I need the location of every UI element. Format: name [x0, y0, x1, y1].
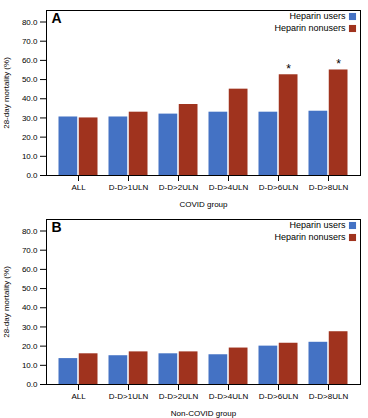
svg-text:30.0: 30.0 [22, 114, 38, 123]
svg-text:D-D>6ULN: D-D>6ULN [259, 183, 299, 192]
svg-text:50.0: 50.0 [22, 75, 38, 84]
svg-text:28-day mortality (%): 28-day mortality (%) [2, 266, 11, 338]
svg-text:20.0: 20.0 [22, 342, 38, 351]
svg-text:10.0: 10.0 [22, 361, 38, 370]
svg-text:ALL: ALL [71, 183, 86, 192]
svg-text:80.0: 80.0 [22, 18, 38, 27]
svg-text:30.0: 30.0 [22, 323, 38, 332]
svg-text:D-D>1ULN: D-D>1ULN [109, 183, 149, 192]
svg-text:Heparin nonusers: Heparin nonusers [274, 23, 346, 33]
svg-text:10.0: 10.0 [22, 152, 38, 161]
svg-text:D-D>2ULN: D-D>2ULN [159, 392, 199, 401]
svg-text:20.0: 20.0 [22, 133, 38, 142]
svg-text:*: * [286, 62, 291, 76]
svg-text:0.0: 0.0 [26, 380, 38, 389]
svg-text:D-D>4ULN: D-D>4ULN [209, 392, 249, 401]
svg-text:COVID group: COVID group [179, 200, 228, 209]
svg-text:Heparin users: Heparin users [289, 11, 346, 21]
svg-text:D-D>6ULN: D-D>6ULN [259, 392, 299, 401]
svg-text:A: A [52, 10, 62, 26]
svg-text:D-D>8ULN: D-D>8ULN [309, 392, 349, 401]
svg-text:Heparin nonusers: Heparin nonusers [274, 232, 346, 242]
svg-text:ALL: ALL [71, 392, 86, 401]
svg-text:0.0: 0.0 [26, 171, 38, 180]
svg-text:Heparin users: Heparin users [289, 220, 346, 230]
svg-text:70.0: 70.0 [22, 37, 38, 46]
svg-text:60.0: 60.0 [22, 265, 38, 274]
svg-text:50.0: 50.0 [22, 284, 38, 293]
svg-text:Non-COVID group: Non-COVID group [171, 409, 237, 418]
svg-text:*: * [336, 57, 341, 71]
svg-text:40.0: 40.0 [22, 303, 38, 312]
svg-text:D-D>1ULN: D-D>1ULN [109, 392, 149, 401]
svg-text:B: B [52, 219, 62, 235]
svg-text:70.0: 70.0 [22, 246, 38, 255]
svg-text:60.0: 60.0 [22, 56, 38, 65]
svg-text:40.0: 40.0 [22, 94, 38, 103]
svg-text:D-D>4ULN: D-D>4ULN [209, 183, 249, 192]
svg-text:D-D>8ULN: D-D>8ULN [309, 183, 349, 192]
svg-text:80.0: 80.0 [22, 227, 38, 236]
svg-text:D-D>2ULN: D-D>2ULN [159, 183, 199, 192]
svg-text:28-day mortality (%): 28-day mortality (%) [2, 57, 11, 129]
